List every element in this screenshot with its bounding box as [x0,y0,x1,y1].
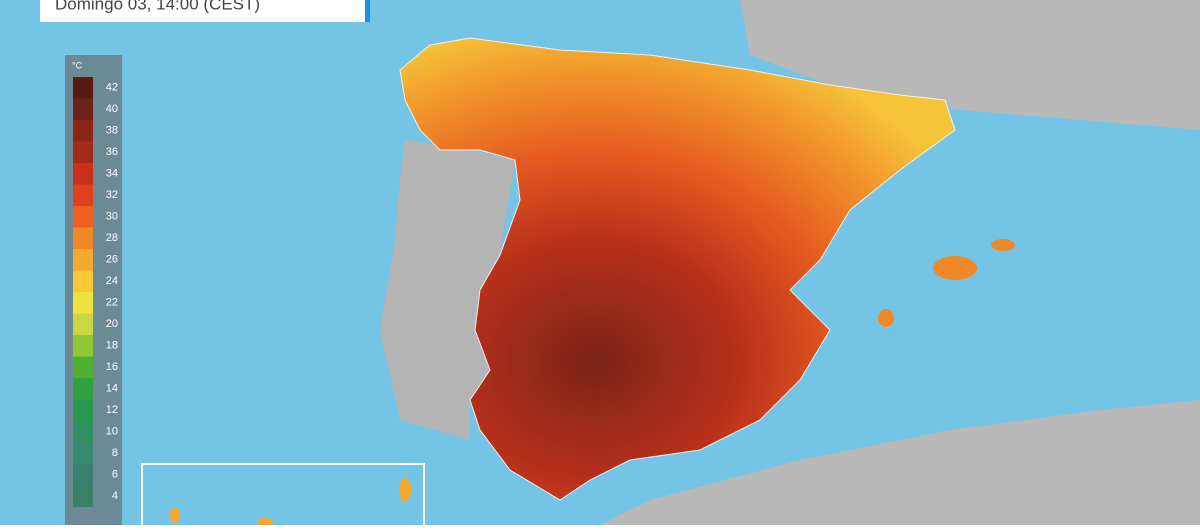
island [257,518,273,526]
legend-label: 38 [106,125,118,137]
africa [600,400,1200,525]
legend-label: 30 [106,211,118,223]
legend-swatch [73,249,93,271]
menorca [991,239,1015,251]
portugal [380,140,515,440]
legend-label: 18 [106,340,118,352]
legend-label: 40 [106,103,118,115]
legend-label: 42 [106,82,118,94]
legend-label: 14 [106,383,118,395]
legend-swatch [73,356,93,378]
island [170,507,180,523]
legend-swatch [73,227,93,249]
legend-swatch [73,464,93,486]
legend-unit: °C [72,60,83,70]
legend-swatch [73,184,93,206]
legend-label: 8 [112,447,118,459]
legend-swatch [73,98,93,120]
legend-swatch [73,378,93,400]
legend-swatch [73,485,93,507]
legend-swatch [73,270,93,292]
legend-swatch [73,206,93,228]
header-box [40,0,365,22]
mallorca [933,256,977,280]
legend-label: 26 [106,254,118,266]
legend-swatch [73,141,93,163]
legend-label: 36 [106,146,118,158]
legend-label: 12 [106,404,118,416]
legend-label: 24 [106,275,118,287]
legend-swatch [73,292,93,314]
legend-swatch [73,421,93,443]
legend-label: 34 [106,168,118,180]
legend-swatch [73,335,93,357]
legend-label: 28 [106,232,118,244]
france [740,0,1200,130]
legend: 42 40 38 36 34 32 30 28 26 24 22 20 18 16 14 12 10 8 6 4 [73,77,118,507]
legend-label: 6 [112,469,118,481]
legend-swatch [73,399,93,421]
island [399,478,411,502]
legend-swatch [73,120,93,142]
subtitle: Domingo 03, 14:00 (CEST) [55,0,260,13]
legend-label: 32 [106,189,118,201]
spain-temperature [399,37,956,501]
legend-swatch [73,77,93,99]
canary-inset [141,463,425,530]
legend-swatch [73,313,93,335]
legend-swatch [73,163,93,185]
ibiza [878,309,894,327]
legend-label: 22 [106,297,118,309]
header-accent [365,0,370,22]
legend-swatch [73,442,93,464]
legend-label: 10 [106,426,118,438]
legend-label: 20 [106,318,118,330]
legend-label: 16 [106,361,118,373]
legend-label: 4 [112,490,118,502]
